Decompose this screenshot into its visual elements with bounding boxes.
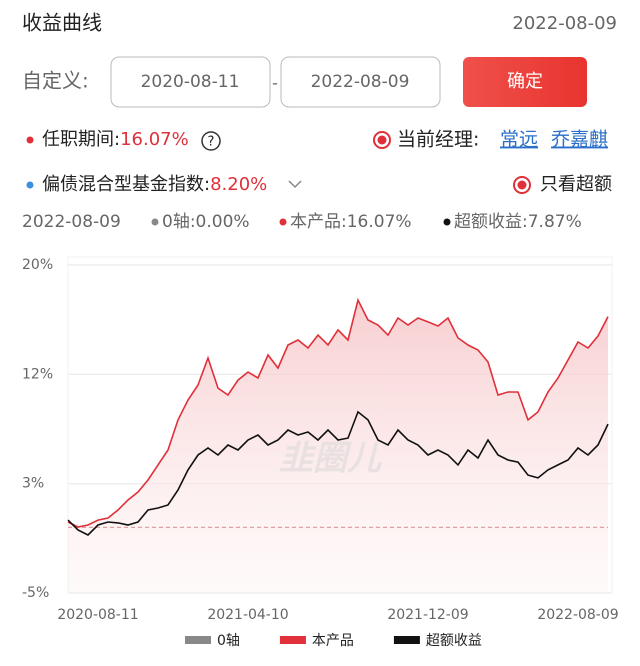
confirm-label: 确定 [507, 71, 543, 92]
manager-name[interactable]: 乔嘉麒 [551, 129, 608, 151]
y-tick-label: 12% [22, 366, 53, 382]
radio[interactable] [513, 176, 531, 194]
range-label: 自定义: [22, 69, 89, 93]
legend-swatch [393, 636, 420, 644]
manager-label: 当前经理: [397, 129, 479, 151]
end-date: 2022-08-09 [311, 72, 410, 92]
confirm-button[interactable] [463, 57, 587, 107]
x-tick-label: 2021-04-10 [207, 607, 288, 623]
help: ? [208, 135, 215, 150]
dot [26, 181, 34, 189]
benchmark-value: 8.20% [210, 174, 267, 195]
dot [443, 218, 451, 226]
help-icon[interactable] [201, 131, 221, 151]
y-tick-label: 3% [22, 476, 44, 492]
manager-name[interactable]: 常远 [500, 129, 538, 151]
dot [26, 136, 34, 144]
readout-date: 2022-08-09 [22, 212, 121, 232]
readout: 0轴:0.00% [162, 212, 250, 232]
radio-dot [377, 135, 387, 145]
x-tick-label: 2021-12-09 [387, 607, 468, 623]
y-tick-label: 20% [22, 257, 53, 273]
x-tick-label: 2022-08-09 [537, 607, 618, 623]
x-tick-label: 2020-08-11 [57, 607, 138, 623]
excess-toggle: 只看超额 [540, 174, 612, 195]
watermark: 韭圈儿 [279, 439, 382, 479]
date: 2022-08-09 [512, 13, 617, 34]
line [67, 297, 609, 528]
benchmark-label: 偏债混合型基金指数: [42, 174, 210, 195]
legend-label: 0轴 [217, 633, 240, 649]
legend-label: 本产品 [312, 633, 354, 649]
tenure: 任职期间:16.07% [42, 129, 189, 150]
tenure-value: 16.07% [120, 129, 189, 150]
radio-dot [517, 180, 527, 190]
line [67, 410, 609, 536]
start-date: 2020-08-11 [141, 72, 240, 92]
readout: 本产品:16.07% [290, 212, 412, 232]
start-input[interactable] [110, 56, 271, 108]
dot [279, 218, 287, 226]
end-input[interactable] [280, 56, 441, 108]
legend-swatch [279, 636, 306, 644]
legend-label: 超额收益 [426, 633, 482, 649]
y-tick-label: -5% [22, 585, 49, 601]
title: 收益曲线 [22, 11, 102, 35]
benchmark: 偏债混合型基金指数:8.20% [42, 174, 267, 195]
readout: 超额收益:7.87% [454, 212, 582, 232]
separator: - [272, 74, 278, 93]
chevron[interactable] [288, 180, 302, 189]
tenure-label: 任职期间: [42, 129, 120, 150]
legend-swatch [185, 636, 211, 644]
radio[interactable] [373, 131, 391, 149]
dot [151, 218, 159, 226]
